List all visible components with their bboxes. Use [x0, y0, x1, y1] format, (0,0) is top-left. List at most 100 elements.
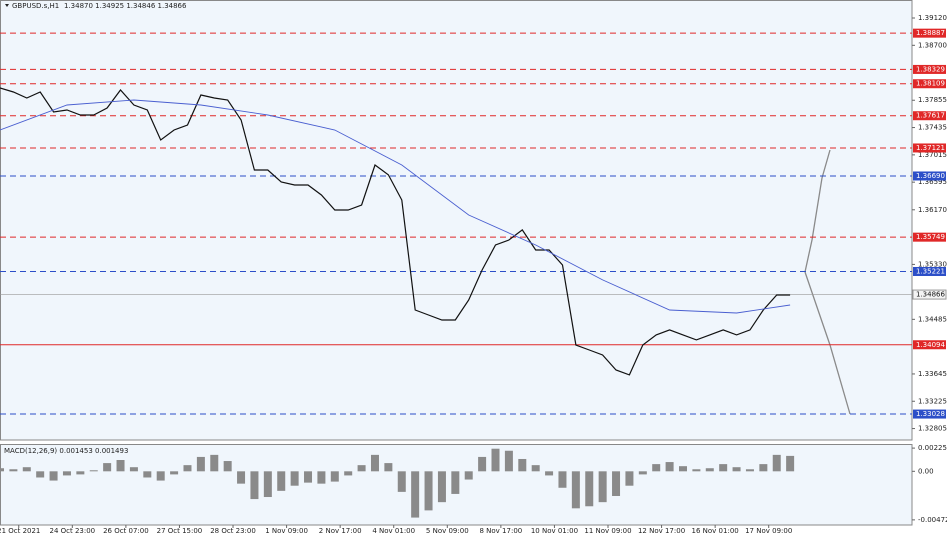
level-label: 1.35221: [916, 267, 945, 275]
macd-bar: [478, 456, 487, 472]
macd-bar: [732, 467, 741, 472]
y-tick-label: 1.37015: [918, 151, 947, 159]
y-tick-label: 1.36170: [918, 206, 947, 214]
macd-bar: [571, 471, 580, 509]
y-tick-label: 1.37435: [918, 124, 947, 132]
macd-bar: [397, 471, 406, 492]
macd-frame: [0, 444, 913, 526]
macd-bar: [772, 454, 781, 472]
macd-bar: [223, 461, 232, 472]
macd-bar: [665, 462, 674, 472]
macd-bar: [464, 471, 473, 480]
macd-bar: [759, 464, 768, 472]
macd-tick-label: 0.00: [918, 467, 934, 475]
macd-bar: [558, 471, 567, 488]
macd-bar: [0, 468, 4, 472]
level-box: [913, 171, 946, 181]
macd-bar: [357, 465, 366, 472]
macd-bar: [89, 470, 98, 472]
price-line: [0, 99, 791, 314]
y-tick-label: 1.33225: [918, 397, 947, 405]
macd-label: MACD(12,26,9) 0.001453 0.001493: [4, 447, 128, 455]
macd-bar: [745, 469, 754, 472]
y-tick-label: 1.37855: [918, 96, 947, 104]
y-tick-label: 1.34485: [918, 315, 947, 323]
symbol: GBPUSD.s,H1: [12, 2, 59, 10]
menu-icon[interactable]: [5, 4, 9, 7]
level-label: 1.33028: [916, 410, 945, 418]
projection-up: [804, 149, 831, 273]
x-tick-label: 21 Oct 2021: [0, 527, 40, 535]
macd-bar: [384, 463, 393, 472]
level-label: 1.38109: [916, 80, 945, 88]
macd-bar: [692, 469, 701, 472]
macd-bar: [451, 471, 460, 494]
x-tick-label: 5 Nov 09:00: [426, 527, 469, 535]
level-box: [913, 28, 946, 38]
y-tick-label: 1.32805: [918, 425, 947, 433]
y-tick-label: 1.36595: [918, 178, 947, 186]
macd-bar: [49, 471, 58, 481]
macd-bar: [370, 454, 379, 472]
level-label: 1.38887: [916, 29, 945, 37]
macd-bar: [170, 471, 179, 475]
macd-bar: [9, 469, 18, 472]
level-box: [913, 232, 946, 242]
macd-bar: [237, 471, 246, 484]
macd-bar: [638, 471, 647, 475]
macd-bar: [250, 471, 259, 500]
level-box: [913, 409, 946, 419]
macd-bar: [183, 465, 192, 472]
level-box: [912, 289, 947, 300]
y-tick-label: 1.35330: [918, 260, 947, 268]
x-tick-label: 16 Nov 01:00: [692, 527, 739, 535]
macd-bar: [36, 471, 45, 478]
macd-bar: [116, 460, 125, 472]
y-tick-label: 1.33645: [918, 370, 947, 378]
macd-bar: [545, 471, 554, 476]
macd-bar: [518, 458, 527, 472]
level-label: 1.34866: [916, 291, 945, 299]
level-box: [913, 340, 946, 350]
macd-bar: [437, 471, 446, 503]
ohlc: 1.34870 1.34925 1.34846 1.34866: [64, 2, 187, 10]
level-box: [913, 111, 946, 121]
macd-bar: [625, 471, 634, 486]
macd-bar: [531, 465, 540, 472]
x-tick-label: 24 Oct 23:00: [49, 527, 95, 535]
macd-bar: [103, 463, 112, 472]
macd-bar: [317, 471, 326, 484]
macd-bar: [491, 448, 500, 472]
x-tick-label: 11 Nov 09:00: [584, 527, 631, 535]
price-line: [0, 87, 791, 376]
x-tick-label: 12 Nov 17:00: [638, 527, 685, 535]
y-tick-label: 1.39120: [918, 14, 947, 22]
macd-bar: [210, 454, 219, 472]
macd-bar: [612, 471, 621, 496]
level-label: 1.34094: [916, 341, 945, 349]
main-pane: [0, 0, 912, 440]
x-tick-label: 8 Nov 17:00: [479, 527, 522, 535]
level-label: 1.37121: [916, 144, 945, 152]
macd-bar: [652, 464, 661, 472]
level-box: [913, 64, 946, 74]
macd-bar: [504, 450, 513, 472]
macd-bar: [678, 466, 687, 472]
x-tick-label: 2 Nov 17:00: [319, 527, 362, 535]
x-tick-label: 4 Nov 01:00: [372, 527, 415, 535]
x-tick-label: 10 Nov 01:00: [531, 527, 578, 535]
macd-bar: [344, 471, 353, 476]
macd-bar: [719, 464, 728, 472]
x-tick-label: 28 Oct 23:00: [210, 527, 256, 535]
macd-tick-label: -0.004723: [918, 516, 947, 524]
level-label: 1.37617: [916, 112, 945, 120]
macd-bar: [424, 471, 433, 511]
projection-down: [804, 271, 851, 415]
macd-bar: [290, 471, 299, 486]
macd-bar: [129, 467, 138, 472]
main-frame: [0, 0, 913, 441]
macd-bar: [22, 467, 31, 472]
macd-bar: [330, 471, 339, 482]
macd-bar: [156, 471, 165, 481]
